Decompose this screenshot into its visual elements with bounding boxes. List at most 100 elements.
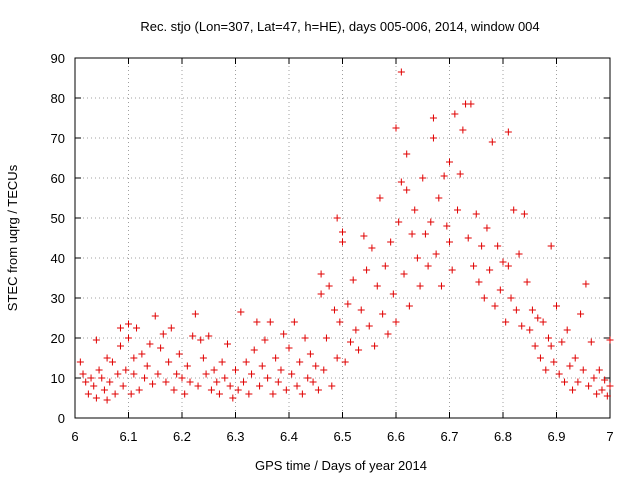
data-point bbox=[357, 306, 365, 314]
data-point bbox=[451, 110, 459, 118]
data-point bbox=[317, 290, 325, 298]
data-point bbox=[328, 382, 336, 390]
data-point bbox=[424, 262, 432, 270]
data-point bbox=[264, 374, 272, 382]
data-point bbox=[413, 254, 421, 262]
data-point bbox=[175, 350, 183, 358]
data-point bbox=[512, 306, 520, 314]
data-point bbox=[221, 374, 229, 382]
data-point bbox=[587, 338, 595, 346]
data-point bbox=[301, 334, 309, 342]
data-point bbox=[499, 258, 507, 266]
data-point bbox=[561, 378, 569, 386]
data-point bbox=[590, 374, 598, 382]
y-tick-label: 50 bbox=[51, 211, 65, 226]
data-point bbox=[536, 354, 544, 362]
data-point bbox=[194, 382, 202, 390]
data-point bbox=[229, 394, 237, 402]
data-point bbox=[330, 306, 338, 314]
data-point bbox=[92, 336, 100, 344]
data-point bbox=[459, 126, 467, 134]
data-point bbox=[103, 396, 111, 404]
data-point bbox=[494, 242, 502, 250]
y-tick-label: 60 bbox=[51, 171, 65, 186]
data-point bbox=[339, 238, 346, 246]
data-point bbox=[472, 210, 480, 218]
x-tick-label: 6.3 bbox=[226, 429, 244, 444]
data-point bbox=[280, 330, 288, 338]
y-tick-label: 10 bbox=[51, 371, 65, 386]
data-point bbox=[381, 262, 389, 270]
x-tick-label: 6.1 bbox=[119, 429, 137, 444]
data-point bbox=[569, 386, 577, 394]
data-point bbox=[285, 344, 293, 352]
data-point bbox=[446, 158, 453, 166]
chart-title: Rec. stjo (Lon=307, Lat=47, h=HE), days … bbox=[140, 19, 539, 34]
data-point bbox=[250, 346, 258, 354]
data-point bbox=[82, 378, 90, 386]
data-point bbox=[322, 334, 330, 342]
data-point bbox=[397, 68, 405, 76]
data-point bbox=[606, 336, 614, 344]
data-point bbox=[138, 350, 146, 358]
data-point bbox=[165, 358, 173, 366]
data-point bbox=[446, 238, 453, 246]
data-point bbox=[309, 378, 317, 386]
data-point bbox=[502, 318, 510, 326]
data-point bbox=[403, 186, 411, 194]
data-point bbox=[566, 362, 574, 370]
data-point bbox=[317, 270, 325, 278]
data-point bbox=[429, 134, 437, 142]
data-point bbox=[325, 282, 333, 290]
data-point bbox=[395, 218, 403, 226]
data-point bbox=[515, 250, 523, 258]
data-point bbox=[162, 378, 170, 386]
data-point bbox=[202, 370, 210, 378]
data-point bbox=[125, 334, 132, 342]
data-point bbox=[167, 324, 175, 332]
data-point bbox=[296, 358, 304, 366]
data-point bbox=[419, 174, 427, 182]
data-point bbox=[290, 318, 298, 326]
x-tick-label: 6.9 bbox=[547, 429, 565, 444]
data-point bbox=[574, 378, 582, 386]
data-point bbox=[79, 370, 87, 378]
data-point bbox=[87, 374, 95, 382]
data-point bbox=[504, 262, 512, 270]
data-point bbox=[253, 318, 261, 326]
y-tick-label: 30 bbox=[51, 291, 65, 306]
data-point bbox=[261, 336, 269, 344]
data-point bbox=[288, 370, 296, 378]
data-point bbox=[282, 386, 290, 394]
data-point bbox=[183, 362, 191, 370]
data-point bbox=[443, 222, 451, 230]
data-point bbox=[440, 172, 448, 180]
data-point bbox=[603, 392, 611, 400]
data-point bbox=[116, 324, 124, 332]
data-point bbox=[159, 330, 167, 338]
data-point bbox=[173, 370, 181, 378]
x-tick-label: 6 bbox=[71, 429, 78, 444]
data-point bbox=[205, 332, 213, 340]
data-point bbox=[223, 340, 231, 348]
data-point bbox=[135, 386, 143, 394]
data-point bbox=[320, 366, 328, 374]
data-point bbox=[125, 320, 132, 328]
data-point bbox=[411, 206, 419, 214]
y-tick-label: 20 bbox=[51, 331, 65, 346]
data-point bbox=[539, 318, 547, 326]
data-point bbox=[547, 242, 555, 250]
data-point bbox=[582, 280, 590, 288]
data-point bbox=[520, 210, 528, 218]
data-point bbox=[189, 332, 197, 340]
data-point bbox=[429, 114, 437, 122]
data-point bbox=[400, 270, 408, 278]
y-tick-label: 0 bbox=[58, 411, 65, 426]
x-tick-label: 6.5 bbox=[333, 429, 351, 444]
data-point bbox=[111, 390, 119, 398]
data-point bbox=[157, 344, 165, 352]
data-point bbox=[298, 390, 306, 398]
axis-ticks bbox=[74, 57, 611, 419]
data-point bbox=[454, 206, 462, 214]
data-point bbox=[207, 386, 215, 394]
